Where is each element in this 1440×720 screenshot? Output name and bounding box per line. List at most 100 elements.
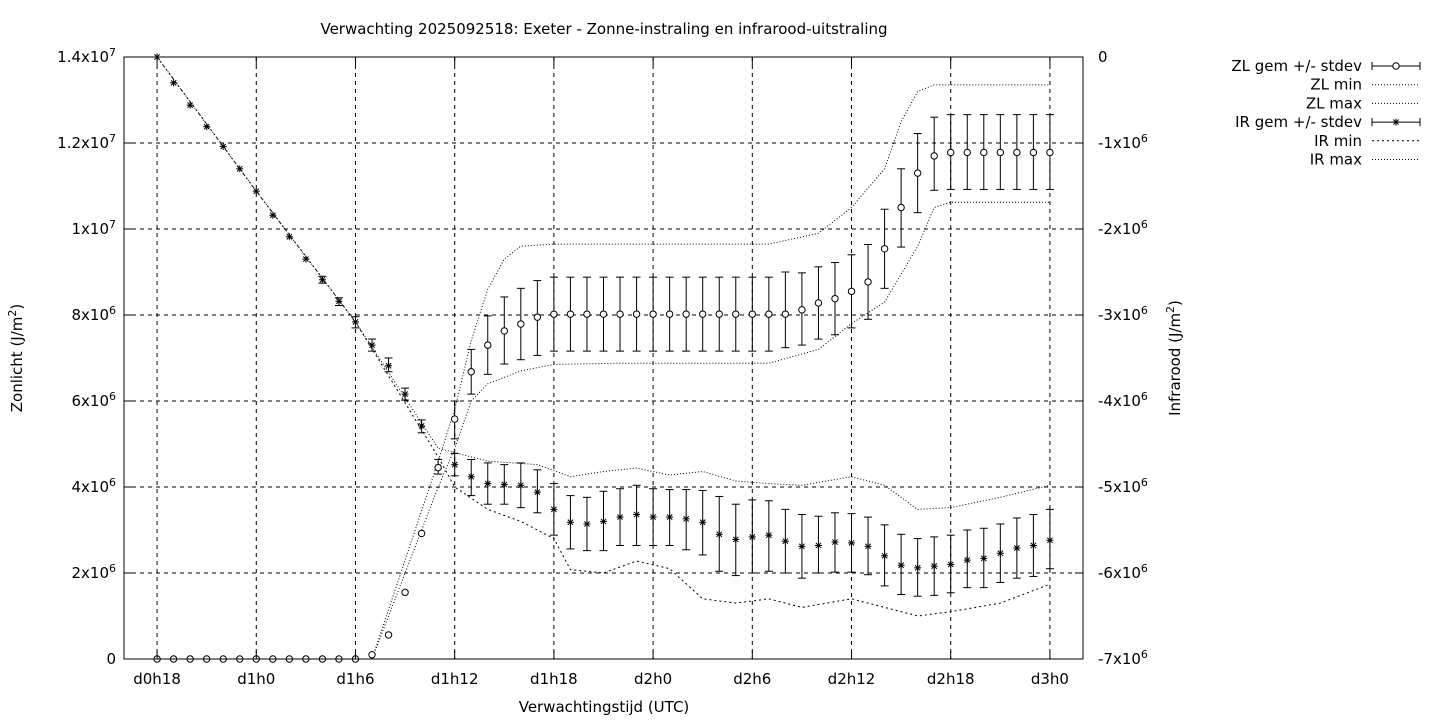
ir-point	[699, 518, 707, 526]
zl-point	[1046, 148, 1054, 157]
zl-point	[401, 588, 409, 597]
y-tick-label: 2x106	[71, 562, 116, 582]
ir-point	[500, 480, 508, 488]
x-tick-label: d3h0	[1031, 670, 1069, 688]
ir-point	[583, 520, 591, 528]
ir-point	[219, 142, 227, 150]
zl-point	[814, 299, 823, 307]
ir-point	[1046, 536, 1054, 544]
y2-tick-label: -5x106	[1098, 476, 1148, 496]
ir-point	[715, 530, 723, 538]
y-tick-label: 4x106	[71, 476, 116, 496]
zl-point	[682, 310, 690, 318]
ir-point	[318, 276, 326, 284]
y-axis-label-text: Zonlicht (J/m2)	[6, 304, 26, 413]
grid	[124, 57, 1083, 659]
x-axis-label: Verwachtingstijd (UTC)	[519, 698, 690, 716]
ir-point	[930, 562, 938, 570]
zl-point	[897, 203, 905, 212]
axes	[123, 56, 1084, 660]
zl-point	[632, 310, 641, 318]
ir-point	[748, 533, 756, 541]
zl-point	[665, 310, 674, 318]
ir-point	[401, 390, 409, 398]
y2-tick-label: -3x106	[1098, 304, 1148, 324]
ir-point	[798, 542, 806, 550]
zl-point	[963, 148, 971, 157]
zl-point	[533, 313, 542, 321]
ticks: d0h18 d1h0 d1h6 d1h12 d1h18 d2h0 d2h6 d2h12 d2h1…	[57, 46, 1148, 688]
ir-point	[269, 211, 277, 219]
ir-point	[781, 537, 789, 545]
x-tick-label: d1h12	[431, 670, 479, 688]
zl-point	[831, 294, 839, 303]
zl-point	[1013, 148, 1021, 157]
ir-point	[203, 123, 211, 131]
ir-point	[252, 187, 260, 195]
y-tick-label: 8x106	[71, 304, 116, 324]
ir-point	[186, 101, 194, 109]
ir-point	[732, 535, 740, 543]
chart-title: Verwachting 2025092518: Exeter - Zonne-i…	[320, 20, 887, 38]
plot-frame	[123, 56, 1084, 660]
y-tick-label: 1.4x107	[57, 46, 116, 66]
ir-point	[897, 561, 905, 569]
ir-point	[881, 552, 889, 560]
zl-point	[1029, 148, 1038, 157]
y-tick-label: 1.2x107	[57, 132, 116, 152]
ir-point	[666, 513, 674, 521]
ir-point	[566, 518, 574, 526]
y-tick-label: 0	[106, 650, 116, 668]
ir-point	[467, 473, 475, 481]
zl-point	[583, 310, 591, 318]
zl-min-line	[371, 201, 1050, 660]
zl-point	[996, 148, 1005, 157]
plot-lines	[156, 56, 1051, 660]
legend-marker	[1392, 62, 1400, 70]
zl-point	[947, 148, 955, 157]
ir-point	[533, 488, 541, 496]
ir-point	[914, 564, 922, 572]
ir-point	[963, 556, 971, 564]
y-tick-label: 1x107	[71, 218, 116, 238]
zl-point	[599, 310, 608, 318]
ir-point	[864, 542, 872, 550]
x-tick-label: d1h18	[530, 670, 578, 688]
ir-point	[947, 560, 955, 568]
ir-min-line	[156, 56, 1051, 617]
zl-point	[450, 415, 459, 423]
ir-point	[765, 531, 773, 539]
ir-point	[484, 480, 492, 488]
y2-axis-label-text: Infrarood (J/m2)	[1164, 300, 1184, 416]
zl-point	[980, 148, 988, 157]
zl-point	[467, 368, 475, 376]
x-tick-label: d2h0	[634, 670, 672, 688]
ir-point	[451, 461, 459, 469]
ir-point	[550, 505, 558, 513]
y2-tick-label: -7x106	[1098, 648, 1148, 668]
zl-point	[368, 651, 376, 659]
zl-point	[417, 529, 426, 538]
ir-point	[351, 318, 359, 326]
zl-point	[864, 278, 872, 286]
ir-point	[633, 511, 641, 519]
zl-point	[517, 320, 525, 328]
ir-point	[682, 515, 690, 523]
ir-point	[170, 79, 178, 87]
ir-point	[1029, 541, 1037, 549]
ir-point	[517, 481, 525, 489]
legend-marker	[1392, 118, 1400, 126]
zl-point	[500, 327, 508, 335]
legend-label: IR max	[1310, 151, 1362, 169]
ir-point	[996, 549, 1004, 557]
zl-point	[880, 245, 889, 253]
y-axis-label: Zonlicht (J/m2)	[6, 304, 26, 413]
zl-point	[484, 341, 492, 349]
ir-point	[831, 538, 839, 546]
x-tick-label: d1h0	[237, 670, 275, 688]
zl-point	[930, 152, 938, 160]
y2-tick-label: -4x106	[1098, 390, 1148, 410]
y2-tick-label: 0	[1098, 48, 1108, 66]
legend-label: ZL max	[1306, 94, 1362, 112]
